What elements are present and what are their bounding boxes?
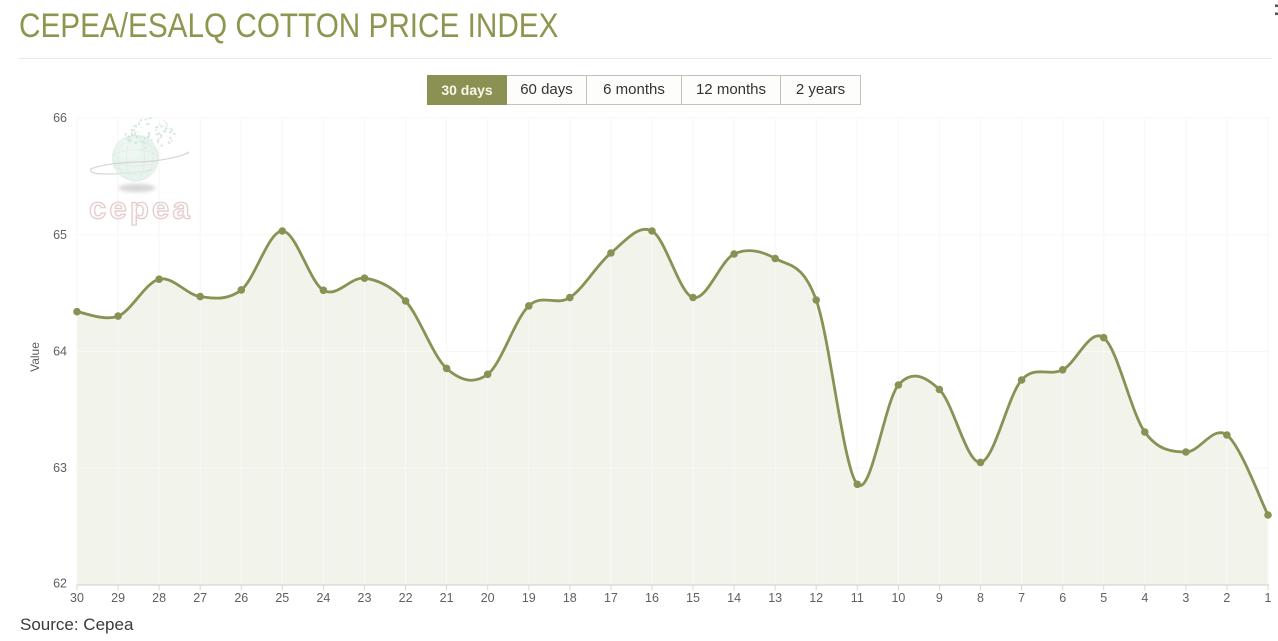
svg-text:29: 29 — [111, 591, 125, 605]
svg-text:28: 28 — [152, 591, 166, 605]
svg-text:18: 18 — [563, 591, 577, 605]
svg-text:16: 16 — [645, 591, 659, 605]
svg-text:10: 10 — [891, 591, 905, 605]
svg-text:13: 13 — [768, 591, 782, 605]
svg-text:7: 7 — [1018, 591, 1025, 605]
svg-text:9: 9 — [936, 591, 943, 605]
svg-text:8: 8 — [977, 591, 984, 605]
svg-text:20: 20 — [481, 591, 495, 605]
svg-text:19: 19 — [522, 591, 536, 605]
svg-text:5: 5 — [1100, 591, 1107, 605]
svg-text:62: 62 — [53, 577, 67, 591]
svg-text:65: 65 — [53, 228, 67, 242]
svg-text:23: 23 — [358, 591, 372, 605]
svg-text:64: 64 — [53, 345, 67, 359]
svg-text:Value: Value — [28, 342, 42, 372]
svg-text:27: 27 — [193, 591, 207, 605]
svg-text:cepea: cepea — [89, 191, 193, 226]
svg-text:63: 63 — [53, 461, 67, 475]
svg-text:26: 26 — [234, 591, 248, 605]
svg-text:2: 2 — [1223, 591, 1230, 605]
svg-text:17: 17 — [604, 591, 618, 605]
svg-text:25: 25 — [275, 591, 289, 605]
svg-text:4: 4 — [1141, 591, 1148, 605]
svg-text:66: 66 — [53, 111, 67, 125]
svg-text:24: 24 — [316, 591, 330, 605]
svg-text:15: 15 — [686, 591, 700, 605]
svg-text:6: 6 — [1059, 591, 1066, 605]
svg-text:22: 22 — [399, 591, 413, 605]
svg-text:14: 14 — [727, 591, 741, 605]
svg-text:30: 30 — [70, 591, 84, 605]
svg-text:3: 3 — [1182, 591, 1189, 605]
svg-text:12: 12 — [809, 591, 823, 605]
svg-text:21: 21 — [440, 591, 454, 605]
svg-text:1: 1 — [1265, 591, 1272, 605]
svg-text:11: 11 — [851, 591, 864, 605]
